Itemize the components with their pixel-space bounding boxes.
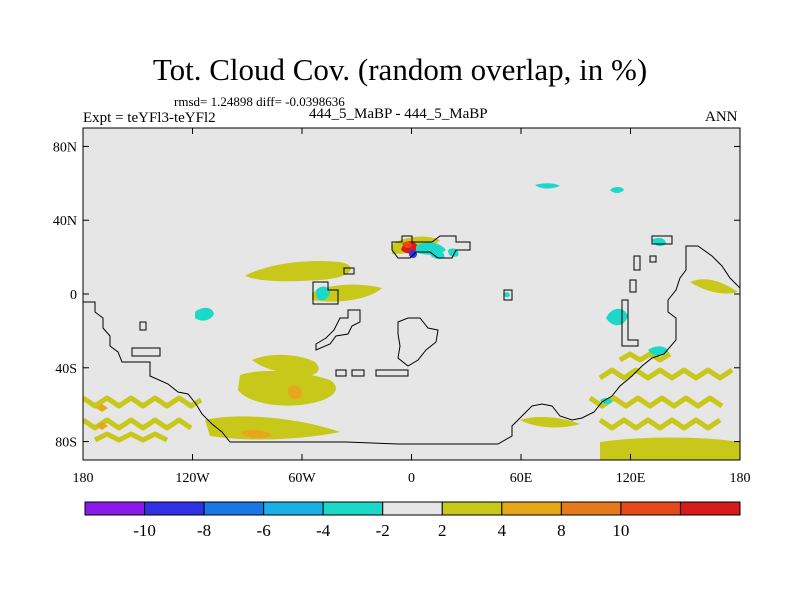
axis-ticks: 180 120W 60W 0 60E 120E 180 80N 40N 0 40S 80S [53, 128, 751, 486]
y-tick-label: 40N [53, 214, 77, 229]
x-tick-label: 60W [288, 471, 316, 486]
positive-anomaly-patch [600, 437, 740, 460]
colorbar-bin [620, 501, 681, 516]
negative-anomaly-patch [600, 397, 612, 405]
positive-anomaly-patch [288, 385, 302, 400]
stats-label: rmsd= 1.24898 diff= -0.0398636 [174, 94, 345, 109]
y-tick-label: 80S [55, 436, 77, 451]
colorbar-bin [322, 501, 384, 516]
negative-anomaly-patch [610, 187, 624, 193]
colorbar-label: 10 [612, 521, 629, 540]
colorbar-label: 2 [438, 521, 447, 540]
negative-anomaly-patch [648, 346, 668, 356]
colorbar-bin [382, 501, 443, 516]
colorbar-label: -4 [316, 521, 331, 540]
positive-anomaly-patch [238, 370, 336, 406]
coastline [83, 235, 741, 445]
plot-title: Tot. Cloud Cov. (random overlap, in %) [152, 52, 648, 87]
colorbar-bin [501, 501, 562, 516]
colorbar-bin [203, 501, 265, 516]
colorbar-label: -10 [133, 521, 156, 540]
positive-anomaly-patch [205, 416, 340, 440]
season-label: ANN [705, 109, 738, 125]
colorbar-label: 4 [498, 521, 507, 540]
y-tick-label: 80N [53, 140, 77, 155]
positive-anomaly-patch [690, 279, 738, 294]
colorbar-bin [263, 501, 324, 516]
colorbar-bin [679, 501, 741, 516]
colorbar-label: -2 [376, 521, 390, 540]
positive-anomaly-patch [96, 404, 108, 430]
positive-anomaly-patch [245, 260, 351, 282]
negative-anomaly-patch [195, 307, 214, 321]
x-tick-label: 0 [408, 471, 415, 486]
y-tick-label: 0 [70, 288, 77, 303]
colorbar-label: 8 [557, 521, 566, 540]
colorbar-bin [144, 501, 205, 516]
negative-anomaly-patch [503, 292, 510, 298]
positive-anomaly-patch [312, 284, 382, 302]
experiment-label: Expt = teYFl3-teYFl2 [83, 110, 216, 126]
map-background [83, 128, 740, 460]
x-tick-label: 120E [616, 471, 646, 486]
positive-anomaly-patch [402, 241, 412, 249]
negative-anomaly-patch [430, 250, 445, 259]
colorbar-bin [84, 501, 146, 516]
x-tick-label: 180 [730, 471, 751, 486]
negative-anomaly-patch [316, 286, 330, 301]
colorbar-label: -6 [257, 521, 271, 540]
southern-wave-band [83, 351, 734, 443]
positive-anomaly-patch [520, 417, 580, 428]
y-tick-label: 40S [55, 362, 77, 377]
x-tick-label: 60E [510, 471, 533, 486]
case-label: 444_5_MaBP - 444_5_MaBP [309, 106, 488, 122]
positive-anomaly-patch [240, 429, 272, 439]
colorbar-label: -8 [197, 521, 211, 540]
positive-anomaly-patch [252, 354, 319, 376]
x-tick-label: 180 [73, 471, 94, 486]
colorbar-bin [560, 501, 622, 516]
colorbar-bin [441, 501, 503, 516]
x-tick-label: 120W [175, 471, 210, 486]
negative-anomaly-patch [535, 183, 560, 189]
negative-anomaly-patch [409, 250, 417, 258]
colorbar: -10 -8 -6 -4 -2 2 4 8 10 [84, 501, 741, 540]
